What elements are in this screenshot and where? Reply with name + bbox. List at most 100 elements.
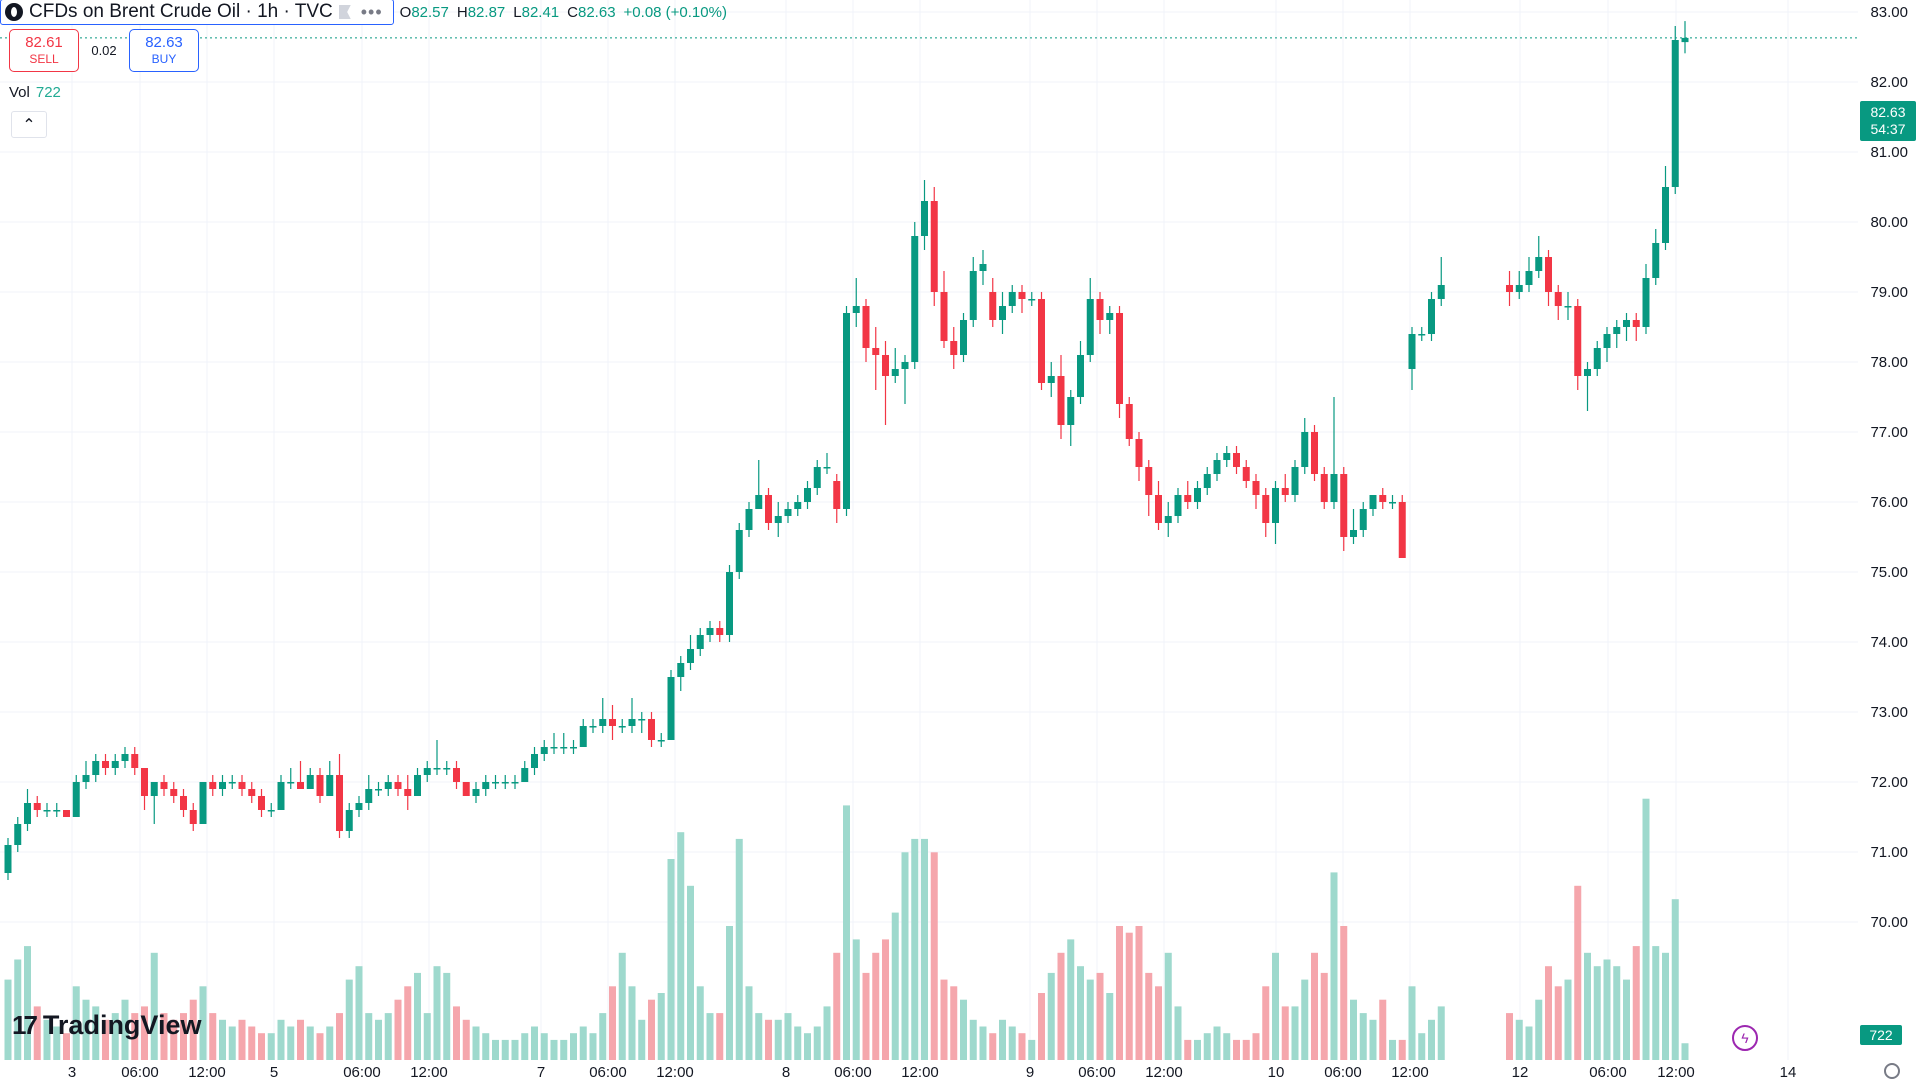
price-tick-label: 73.00 (1870, 704, 1908, 721)
volume-bar (160, 1013, 168, 1060)
more-dots-icon[interactable]: ••• (360, 1, 383, 22)
candle-body (24, 803, 31, 824)
collapse-legend-button[interactable]: ⌃ (11, 111, 47, 138)
candle-body (921, 201, 928, 236)
chart-header: CFDs on Brent Crude Oil · 1h · TVC ••• O… (0, 0, 727, 25)
candle-body (82, 775, 90, 782)
candle-body (1418, 334, 1426, 336)
volume-bar (599, 1013, 607, 1060)
candle-body (872, 348, 880, 355)
candle-body (1057, 376, 1065, 425)
price-axis[interactable]: 70.00 71.00 72.00 73.00 74.00 75.00 76.00 77.00… (1870, 0, 1908, 931)
candle-body (1145, 467, 1153, 495)
ohlc-open: O82.57 (399, 3, 449, 21)
volume-bar (774, 1019, 782, 1060)
candle-body (735, 530, 743, 572)
candle-body (1564, 306, 1572, 308)
candle-body (1125, 404, 1133, 439)
volume-bar (1506, 1013, 1513, 1060)
volume-bar (1086, 979, 1094, 1060)
buy-button[interactable]: 82.63 BUY (129, 29, 199, 72)
volume-bar (979, 1026, 987, 1060)
candle-body (745, 509, 753, 530)
volume-bar (1437, 1006, 1445, 1060)
trade-panel: 82.61 SELL 0.02 82.63 BUY (9, 29, 199, 72)
volume-bar (1116, 926, 1123, 1060)
candle-body (102, 761, 109, 768)
volume-bar (472, 1026, 480, 1060)
price-tick-label: 70.00 (1870, 914, 1908, 931)
last-price-value: 82.63 (1870, 104, 1906, 120)
volume-bar (1038, 993, 1045, 1060)
volume-bar (365, 1013, 373, 1060)
volume-bar (1262, 986, 1270, 1060)
candle-body (862, 306, 870, 348)
candle-body (141, 768, 148, 796)
candle-body (345, 810, 353, 831)
candle-body (121, 754, 129, 761)
price-tick-label: 71.00 (1870, 844, 1908, 861)
candle-body (423, 768, 431, 775)
volume-bar (1272, 952, 1279, 1060)
candle-body (550, 747, 558, 749)
candle-body (794, 502, 802, 509)
candle-body (531, 754, 538, 768)
candle-body (1213, 460, 1221, 474)
candle-body (1291, 467, 1299, 495)
grid-lines (0, 0, 1858, 1060)
volume-bar (531, 1026, 538, 1060)
candle-body (1535, 257, 1543, 271)
time-tick-label: 06:00 (589, 1064, 627, 1080)
volume-bar (82, 999, 90, 1060)
volume-bar (1301, 979, 1309, 1060)
volume-bar (345, 979, 353, 1060)
volume-bar (1593, 966, 1601, 1060)
candle-body (1574, 306, 1582, 376)
time-tick-label: 12 (1512, 1064, 1529, 1080)
candle-body (131, 754, 139, 768)
candle-body (1408, 334, 1416, 369)
symbol-box[interactable]: CFDs on Brent Crude Oil · 1h · TVC ••• (0, 0, 394, 25)
brand-name: TradingView (42, 1010, 202, 1040)
bolt-icon[interactable]: ϟ (1732, 1025, 1758, 1051)
candle-body (72, 782, 80, 817)
volume-bar (414, 972, 421, 1060)
last-price-tag: 82.63 54:37 (1860, 101, 1916, 141)
volume-bar (1632, 946, 1640, 1060)
candle-body (1018, 292, 1026, 299)
candle-body (1681, 37, 1689, 43)
time-axis[interactable]: 3 06:00 12:00 5 06:00 12:00 7 06:00 12:00 8 06:00 1… (68, 1064, 1797, 1080)
price-tick-label: 78.00 (1870, 354, 1908, 371)
candle-body (1067, 397, 1075, 425)
volume-bar (189, 999, 197, 1060)
tradingview-logo[interactable]: 17 TradingView (12, 1010, 201, 1041)
volume-bar (794, 1026, 802, 1060)
volume-bar (1291, 1006, 1299, 1060)
flag-icon[interactable] (338, 5, 351, 19)
time-tick-label: 5 (270, 1064, 278, 1080)
candle-body (1252, 481, 1260, 495)
candle-body (180, 796, 187, 810)
candle-body (1593, 348, 1601, 369)
candle-body (930, 201, 938, 292)
candle-body (560, 747, 568, 749)
candle-body (784, 509, 792, 516)
time-tick-label: 7 (537, 1064, 545, 1080)
sell-button[interactable]: 82.61 SELL (9, 29, 79, 72)
candle-body (365, 789, 373, 803)
volume-bar (1525, 1026, 1533, 1060)
candle-body (189, 810, 197, 824)
candle-body (979, 264, 987, 271)
candle-body (414, 775, 421, 796)
time-tick-label: 12:00 (1145, 1064, 1183, 1080)
volume-bar (1125, 932, 1133, 1060)
candle-body (1028, 299, 1036, 301)
gear-icon[interactable] (1884, 1063, 1900, 1079)
volume-bar (901, 852, 909, 1060)
volume-bar (1369, 1019, 1377, 1060)
volume-bar (1096, 972, 1104, 1060)
volume-bar (482, 1033, 490, 1060)
volume-bar (1067, 939, 1075, 1060)
volume-bar (1428, 1019, 1435, 1060)
